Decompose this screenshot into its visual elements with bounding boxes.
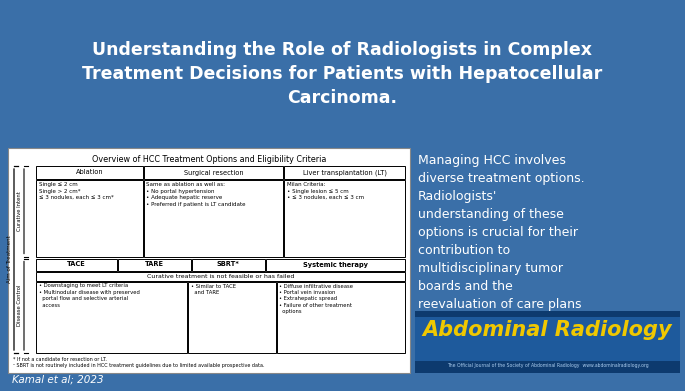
Text: diverse treatment options.: diverse treatment options.: [418, 172, 584, 185]
Text: Curative Intent: Curative Intent: [18, 191, 23, 231]
Text: • Diffuse infiltrative disease
• Portal vein invasion
• Extrahepatic spread
• Fa: • Diffuse infiltrative disease • Portal …: [279, 283, 353, 314]
Text: Managing HCC involves: Managing HCC involves: [418, 154, 566, 167]
Text: Kamal et al; 2023: Kamal et al; 2023: [12, 375, 103, 385]
Text: Disease Control: Disease Control: [18, 285, 23, 326]
Bar: [36, 271, 406, 280]
Text: Aim of Treatment: Aim of Treatment: [8, 236, 12, 283]
Text: Liver transplantation (LT): Liver transplantation (LT): [303, 169, 387, 176]
Bar: [277, 282, 406, 353]
Text: • Downstaging to meet LT criteria
• Multinodular disease with preserved
  portal: • Downstaging to meet LT criteria • Mult…: [39, 283, 140, 308]
Bar: [36, 166, 142, 179]
Bar: [415, 317, 680, 361]
Text: Milan Criteria:
• Single lesion ≤ 5 cm
• ≤ 3 nodules, each ≤ 3 cm: Milan Criteria: • Single lesion ≤ 5 cm •…: [287, 182, 364, 200]
Text: Single ≤ 2 cm
Single > 2 cm*
≤ 3 nodules, each ≤ 3 cm*: Single ≤ 2 cm Single > 2 cm* ≤ 3 nodules…: [39, 182, 114, 200]
Bar: [284, 166, 406, 179]
Text: Systemic therapy: Systemic therapy: [303, 262, 369, 267]
Bar: [284, 180, 406, 256]
Text: Radiologists': Radiologists': [418, 190, 497, 203]
Bar: [8, 148, 410, 373]
Text: boards and the: boards and the: [418, 280, 513, 293]
Bar: [188, 282, 276, 353]
Bar: [192, 258, 265, 271]
Text: understanding of these: understanding of these: [418, 208, 564, 221]
Text: TARE: TARE: [145, 262, 164, 267]
Bar: [415, 311, 680, 373]
Text: Ablation: Ablation: [76, 170, 103, 176]
Bar: [36, 180, 142, 256]
Bar: [118, 258, 191, 271]
Text: * If not a candidate for resection or LT.
¹ SBRT is not routinely included in HC: * If not a candidate for resection or LT…: [13, 357, 264, 368]
Text: TACE: TACE: [67, 262, 86, 267]
Bar: [36, 282, 187, 353]
Text: Same as ablation as well as:
• No portal hypertension
• Adequate hepatic reserve: Same as ablation as well as: • No portal…: [147, 182, 246, 207]
Text: Abdominal Radiology: Abdominal Radiology: [423, 320, 672, 340]
Text: Overview of HCC Treatment Options and Eligibility Criteria: Overview of HCC Treatment Options and El…: [92, 155, 326, 164]
Text: SBRT*: SBRT*: [217, 262, 240, 267]
Text: • Similar to TACE
  and TARE: • Similar to TACE and TARE: [190, 283, 236, 295]
Text: The Official Journal of the Society of Abdominal Radiology  www.abdominalradiolo: The Official Journal of the Society of A…: [447, 362, 648, 368]
Text: contribution to: contribution to: [418, 244, 510, 257]
Bar: [36, 258, 117, 271]
Text: Curative treatment is not feasible or has failed: Curative treatment is not feasible or ha…: [147, 273, 295, 278]
Text: Surgical resection: Surgical resection: [184, 170, 243, 176]
Bar: [144, 166, 284, 179]
Text: multidisciplinary tumor: multidisciplinary tumor: [418, 262, 563, 275]
Text: options is crucial for their: options is crucial for their: [418, 226, 578, 239]
Bar: [266, 258, 406, 271]
Text: Understanding the Role of Radiologists in Complex
Treatment Decisions for Patien: Understanding the Role of Radiologists i…: [82, 41, 602, 107]
Text: reevaluation of care plans: reevaluation of care plans: [418, 298, 582, 311]
Bar: [144, 180, 284, 256]
